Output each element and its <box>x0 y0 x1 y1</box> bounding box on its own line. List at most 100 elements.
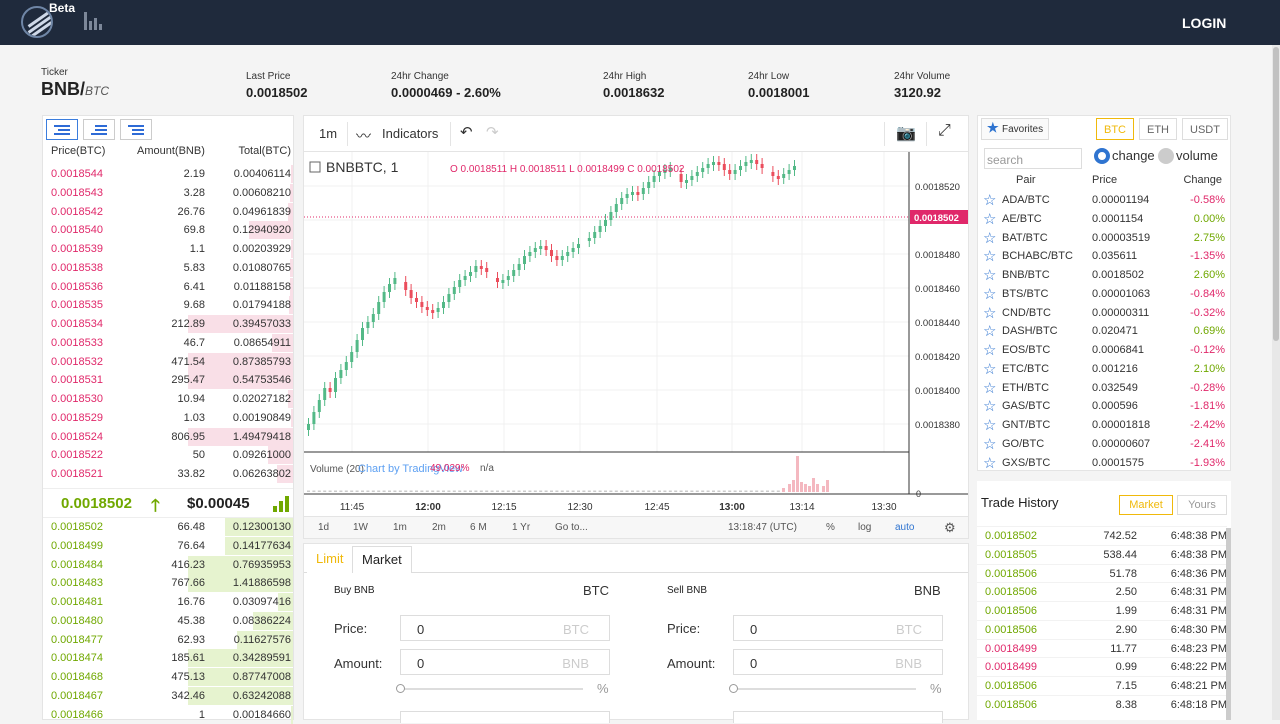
sell-amount-input[interactable]: 0 BNB <box>733 649 943 675</box>
ask-row[interactable]: 0.0018530 10.94 0.02027182 <box>43 390 293 408</box>
market-row[interactable]: ☆ BNB/BTC 0.0018502 2.60% <box>978 266 1230 285</box>
camera-icon[interactable]: 📷 <box>896 125 916 142</box>
star-outline-icon[interactable]: ☆ <box>983 248 997 266</box>
market-row[interactable]: ☆ BAT/BTC 0.00003519 2.75% <box>978 229 1230 248</box>
chart-scale-button[interactable]: % <box>826 522 835 533</box>
market-row[interactable]: ☆ GO/BTC 0.00000607 -2.41% <box>978 435 1230 454</box>
market-row[interactable]: ☆ GXS/BTC 0.0001575 -1.93% <box>978 454 1230 473</box>
star-outline-icon[interactable]: ☆ <box>983 417 997 434</box>
timeframe-button[interactable]: Go to... <box>555 522 588 533</box>
change-radio-label[interactable]: change <box>1112 148 1155 163</box>
timeframe-button[interactable]: 1m <box>393 522 407 533</box>
gear-icon[interactable]: ⚙ <box>944 520 956 535</box>
buy-amount-slider[interactable] <box>396 684 583 693</box>
timeframe-button[interactable]: 2m <box>432 522 446 533</box>
market-row[interactable]: ☆ ADA/BTC 0.00001194 -0.58% <box>978 191 1230 210</box>
page-scrollbar[interactable] <box>1272 45 1280 720</box>
interval-button[interactable]: 1m <box>319 126 338 141</box>
bid-row[interactable]: 0.0018502 66.48 0.12300130 <box>43 518 293 536</box>
market-search-input[interactable]: search <box>984 148 1082 169</box>
ask-row[interactable]: 0.0018524 806.95 1.49479418 <box>43 427 293 446</box>
bid-row[interactable]: 0.0018477 62.93 0.11627576 <box>43 630 293 649</box>
volume-radio-label[interactable]: volume <box>1176 148 1218 163</box>
star-outline-icon[interactable]: ☆ <box>983 229 997 247</box>
change-radio[interactable] <box>1094 148 1110 164</box>
market-row[interactable]: ☆ AE/BTC 0.0001154 0.00% <box>978 210 1230 229</box>
bid-row[interactable]: 0.0018484 416.23 0.76935953 <box>43 555 293 574</box>
trade-history-yours-tab[interactable]: Yours <box>1177 495 1227 515</box>
chart-scale-button[interactable]: auto <box>895 522 915 533</box>
timeframe-button[interactable]: 1W <box>353 522 368 533</box>
ask-row[interactable]: 0.0018522 50 0.09261000 <box>43 446 293 465</box>
bid-row[interactable]: 0.0018468 475.13 0.87747008 <box>43 668 293 686</box>
sell-price-input[interactable]: 0 BTC <box>733 615 943 641</box>
login-button[interactable]: LOGIN <box>1182 15 1227 31</box>
market-row[interactable]: ☆ ETC/BTC 0.001216 2.10% <box>978 360 1230 379</box>
ask-row[interactable]: 0.0018544 2.19 0.00406114 <box>43 165 293 183</box>
star-outline-icon[interactable]: ☆ <box>983 435 997 453</box>
indicators-button[interactable]: Indicators <box>382 126 439 141</box>
ask-row[interactable]: 0.0018535 9.68 0.01794188 <box>43 296 293 315</box>
star-outline-icon[interactable]: ☆ <box>983 323 997 341</box>
buy-amount-input[interactable]: 0 BNB <box>400 649 610 675</box>
ask-row[interactable]: 0.0018540 69.8 0.12940920 <box>43 221 293 240</box>
redo-icon[interactable]: ↷ <box>486 124 499 141</box>
market-row[interactable]: ☆ BTS/BTC 0.00001063 -0.84% <box>978 285 1230 304</box>
indicators-icon[interactable]: 〰 <box>356 128 372 145</box>
tab-eth[interactable]: ETH <box>1139 118 1177 140</box>
ask-row[interactable]: 0.0018534 212.89 0.39457033 <box>43 315 293 333</box>
star-outline-icon[interactable]: ☆ <box>983 398 997 416</box>
ask-row[interactable]: 0.0018543 3.28 0.00608210 <box>43 183 293 202</box>
timeframe-button[interactable]: 6 M <box>470 522 487 533</box>
tab-limit[interactable]: Limit <box>307 546 353 573</box>
ask-row[interactable]: 0.0018542 26.76 0.04961839 <box>43 202 293 221</box>
bid-row[interactable]: 0.0018481 16.76 0.03097416 <box>43 593 293 611</box>
market-row[interactable]: ☆ GAS/BTC 0.000596 -1.81% <box>978 397 1230 416</box>
star-outline-icon[interactable]: ☆ <box>983 454 997 472</box>
market-row[interactable]: ☆ BCHABC/BTC 0.035611 -1.35% <box>978 247 1230 266</box>
sell-amount-slider[interactable] <box>729 684 916 693</box>
star-outline-icon[interactable]: ☆ <box>983 210 997 228</box>
trade-history-market-tab[interactable]: Market <box>1119 495 1173 515</box>
trade-history-scrollbar[interactable] <box>1226 528 1231 720</box>
volume-radio[interactable] <box>1158 148 1174 164</box>
ask-row[interactable]: 0.0018538 5.83 0.01080765 <box>43 258 293 277</box>
candlestick-chart[interactable]: 0.00185200.00185000.00184800.00184600.00… <box>304 152 968 516</box>
ask-row[interactable]: 0.0018533 46.7 0.08654911 <box>43 333 293 352</box>
star-outline-icon[interactable]: ☆ <box>983 304 997 322</box>
slider-handle[interactable] <box>729 684 738 693</box>
star-outline-icon[interactable]: ☆ <box>983 267 997 284</box>
ask-row[interactable]: 0.0018529 1.03 0.00190849 <box>43 408 293 427</box>
star-outline-icon[interactable]: ☆ <box>983 192 997 209</box>
market-row[interactable]: ☆ CND/BTC 0.00000311 -0.32% <box>978 304 1230 323</box>
chart-scale-button[interactable]: log <box>858 522 872 533</box>
market-row[interactable]: ☆ GNT/BTC 0.00001818 -2.42% <box>978 416 1230 435</box>
bid-row[interactable]: 0.0018467 342.46 0.63242088 <box>43 686 293 705</box>
timeframe-button[interactable]: 1 Yr <box>512 522 531 533</box>
orderbook-bids-view-button[interactable] <box>83 119 115 140</box>
tab-market[interactable]: Market <box>352 546 412 573</box>
bid-row[interactable]: 0.0018480 45.38 0.08386224 <box>43 611 293 630</box>
timeframe-button[interactable]: 1d <box>318 522 330 533</box>
ask-row[interactable]: 0.0018521 33.82 0.06263802 <box>43 465 293 483</box>
bid-row[interactable]: 0.0018483 767.66 1.41886598 <box>43 574 293 593</box>
market-row[interactable]: ☆ EOS/BTC 0.0006841 -0.12% <box>978 341 1230 360</box>
sell-total-input[interactable] <box>733 711 943 723</box>
tab-btc[interactable]: BTC <box>1096 118 1134 140</box>
tab-usdt[interactable]: USDT <box>1182 118 1228 140</box>
bid-row[interactable]: 0.0018466 1 0.00184660 <box>43 705 293 724</box>
star-outline-icon[interactable]: ☆ <box>983 379 997 397</box>
bid-row[interactable]: 0.0018499 76.64 0.14177634 <box>43 536 293 555</box>
scrollbar-thumb[interactable] <box>1273 47 1279 341</box>
ask-row[interactable]: 0.0018536 6.41 0.01188158 <box>43 277 293 296</box>
logo-icon[interactable] <box>21 6 53 38</box>
ask-row[interactable]: 0.0018539 1.1 0.00203929 <box>43 240 293 258</box>
ask-row[interactable]: 0.0018532 471.54 0.87385793 <box>43 352 293 371</box>
buy-price-input[interactable]: 0 BTC <box>400 615 610 641</box>
star-outline-icon[interactable]: ☆ <box>983 285 997 303</box>
undo-icon[interactable]: ↶ <box>460 124 473 141</box>
buy-total-input[interactable] <box>400 711 610 723</box>
fullscreen-icon[interactable]: ⤢ <box>938 122 951 139</box>
favorites-button[interactable]: ★ Favorites <box>981 118 1049 140</box>
market-row[interactable]: ☆ DASH/BTC 0.020471 0.69% <box>978 322 1230 341</box>
